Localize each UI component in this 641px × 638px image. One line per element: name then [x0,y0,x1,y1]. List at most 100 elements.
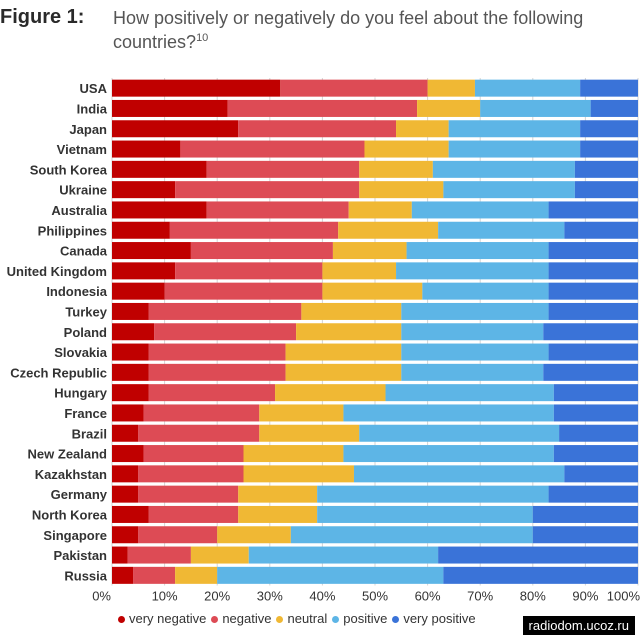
bar-segment [138,485,239,503]
bar-segment [175,262,323,280]
bar-segment [148,363,286,381]
x-tick-label: 20% [204,589,230,604]
bar-segment [285,343,402,361]
bar-segment [148,505,239,523]
legend-item: very positive [392,611,476,626]
bar-segment [401,323,544,341]
category-label: United Kingdom [7,264,107,279]
bar-segment [401,363,544,381]
bar-segment [180,140,365,158]
bar-segment [112,384,149,402]
bar-segment [348,201,412,219]
bar-segment [564,221,638,239]
legend-item: very negative [118,611,206,626]
bar-segment [127,546,191,564]
bar-segment [548,242,638,260]
bar-segment [138,526,218,544]
bar-segment [427,79,475,97]
bar-segment [401,302,549,320]
bar-segment [448,140,581,158]
category-label: Pakistan [54,548,108,563]
bar-segment [343,404,554,422]
category-label: Japan [69,122,107,137]
bar-segment [112,485,139,503]
category-label: France [64,406,107,421]
category-label: Slovakia [54,345,108,360]
bar-segment [112,79,281,97]
bar-segment [574,181,638,199]
category-label: North Korea [32,507,108,522]
chart-title: How positively or negatively do you feel… [113,6,638,54]
bar-segment [238,485,318,503]
category-label: Vietnam [57,142,107,157]
bar-segment [364,140,449,158]
bar-segment [543,363,638,381]
bar-segment [396,262,549,280]
bar-segment [112,465,139,483]
bar-segment [417,99,481,117]
bar-segment [259,424,360,442]
bar-segment [353,465,565,483]
bar-segment [227,99,418,117]
category-label: Indonesia [46,284,107,299]
bar-segment [448,120,581,138]
bar-segment [243,465,354,483]
bars-layer [112,79,638,584]
bar-segment [138,424,260,442]
bar-segment [532,526,638,544]
bar-segment [275,384,386,402]
bar-segment [112,120,239,138]
bar-segment [359,424,560,442]
labels-layer: USA India Japan Vietnam South Korea Ukraine Au… [7,81,641,603]
bar-segment [112,323,155,341]
bar-segment [590,99,638,117]
bar-segment [112,445,144,463]
x-tick-label: 70% [467,589,493,604]
bar-segment [112,201,207,219]
bar-segment [548,485,638,503]
bar-segment [580,120,638,138]
bar-segment [548,201,638,219]
bar-segment [217,566,444,584]
legend-dot-icon [211,616,219,624]
bar-segment [296,323,402,341]
bar-segment [112,526,139,544]
bar-segment [290,526,533,544]
bar-segment [285,363,402,381]
bar-segment [190,242,333,260]
bar-segment [301,302,402,320]
x-tick-label: 100% [607,589,641,604]
bar-segment [112,546,128,564]
bar-segment [112,302,149,320]
bar-segment [248,546,439,564]
bar-segment [406,242,549,260]
bar-segment [553,404,638,422]
bar-segment [217,526,291,544]
category-label: Australia [51,203,107,218]
category-label: USA [80,81,108,96]
bar-segment [112,160,207,178]
bar-segment [112,140,181,158]
category-label: Russia [64,568,107,583]
bar-segment [548,262,638,280]
bar-segment [322,282,423,300]
bar-segment [332,242,407,260]
legend-item: negative [211,611,271,626]
bar-segment [401,343,549,361]
bar-segment [143,404,260,422]
bar-segment [338,221,439,239]
bar-segment [474,79,581,97]
bar-segment [359,181,444,199]
category-label: Singapore [43,528,107,543]
bar-segment [580,140,638,158]
chart-title-text: How positively or negatively do you feel… [113,8,584,52]
bar-segment [175,181,360,199]
category-label: Germany [51,487,108,502]
bar-segment [396,120,449,138]
legend-item: positive [332,611,387,626]
bar-segment [543,323,638,341]
bar-segment [548,302,638,320]
bar-segment [112,221,170,239]
bar-segment [422,282,549,300]
